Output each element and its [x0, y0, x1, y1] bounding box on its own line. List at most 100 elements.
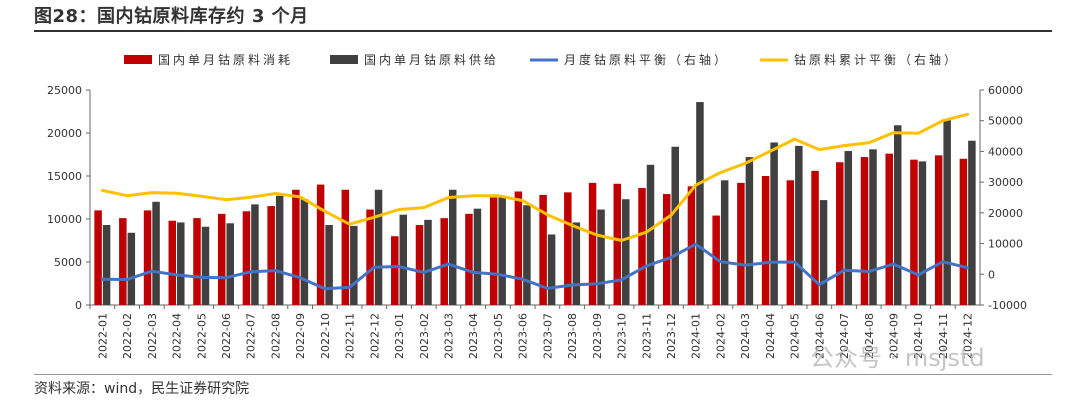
legend-label: 月度钴原料平衡（右轴） [564, 52, 729, 67]
bars [94, 102, 976, 305]
consumption-bar [564, 192, 572, 305]
x-tick-label: 2023-06 [517, 313, 530, 359]
cumulative-balance-line [100, 112, 970, 242]
consumption-bar [292, 189, 300, 305]
supply-bar [300, 199, 309, 305]
x-tick-label: 2024-12 [962, 313, 975, 359]
supply-bar [275, 195, 284, 305]
supply-bar [399, 214, 408, 305]
left-tick-label: 0 [75, 299, 82, 312]
supply-bar [177, 222, 185, 305]
x-tick-label: 2022-08 [269, 313, 282, 359]
consumption-bar [168, 220, 177, 305]
consumption-bar [440, 218, 448, 305]
supply-bar [622, 199, 630, 305]
supply-bar [424, 219, 432, 305]
x-tick-label: 2023-08 [566, 313, 579, 359]
bottom-rule [34, 374, 1052, 375]
x-tick-labels: 2022-01 2022-02 2022-03 2022-04 2022-05 2022-… [89, 305, 975, 359]
consumption-bar [217, 213, 226, 305]
supply-bar [893, 125, 902, 305]
right-tick-label: 0 [988, 268, 995, 281]
x-tick-label: 2023-12 [665, 313, 678, 359]
consumption-bar [910, 159, 918, 305]
x-tick-label: 2022-09 [294, 313, 307, 359]
x-tick-label: 2024-03 [739, 313, 752, 359]
x-tick-label: 2022-11 [344, 313, 357, 359]
consumption-bar [119, 218, 127, 305]
consumption-bar [94, 210, 102, 305]
consumption-bar [341, 189, 350, 305]
supply-bar [547, 234, 556, 305]
supply-bar [720, 180, 729, 305]
x-tick-label: 2024-01 [690, 313, 703, 359]
supply-bar [374, 189, 383, 305]
x-tick-label: 2024-02 [714, 313, 727, 359]
legend-swatch-bar [124, 55, 152, 64]
consumption-bar [737, 182, 745, 305]
supply-bar [770, 142, 778, 305]
x-tick-label: 2024-05 [789, 313, 802, 359]
page-title: 图28：国内钴原料库存约 3 个月 [34, 6, 309, 27]
consumption-bar [465, 213, 473, 305]
x-tick-label: 2023-02 [418, 313, 431, 359]
left-tick-label: 25000 [47, 84, 82, 97]
right-tick-label: 10000 [988, 238, 1023, 251]
consumption-bar [267, 206, 275, 305]
supply-bar [473, 208, 482, 305]
supply-bar [498, 197, 506, 305]
consumption-bar [761, 176, 770, 305]
x-tick-label: 2022-01 [96, 313, 109, 359]
right-tick-label: 40000 [988, 145, 1023, 158]
right-tick-label: 50000 [988, 115, 1023, 128]
x-tick-label: 2023-09 [591, 313, 604, 359]
left-tick-label: 15000 [47, 170, 82, 183]
x-tick-label: 2022-12 [368, 313, 381, 359]
supply-bar [943, 120, 951, 305]
consumption-bar [662, 194, 671, 305]
supply-bar [448, 189, 457, 305]
monthly-balance-line [100, 242, 970, 291]
supply-bar [819, 200, 828, 305]
x-tick-label: 2024-07 [838, 313, 851, 359]
consumption-bar [539, 194, 547, 305]
left-tick-label: 5000 [54, 256, 82, 269]
x-tick-label: 2022-05 [195, 313, 208, 359]
supply-bar [201, 226, 210, 305]
supply-bar [226, 223, 234, 305]
source-note: 资料来源：wind，民生证券研究院 [34, 381, 250, 397]
consumption-bar [514, 191, 523, 305]
consumption-bar [143, 210, 152, 305]
supply-bar [968, 140, 976, 305]
legend-label: 国内单月钴原料消耗 [158, 52, 293, 67]
supply-bar [918, 161, 927, 305]
x-tick-label: 2023-03 [442, 313, 455, 359]
consumption-bar [934, 155, 943, 305]
supply-bar [350, 225, 358, 305]
consumption-bar [415, 225, 424, 305]
x-tick-label: 2024-10 [912, 313, 925, 359]
consumption-bar [316, 184, 325, 305]
consumption-bar [366, 209, 374, 305]
left-tick-label: 20000 [47, 127, 82, 140]
legend-label: 国内单月钴原料供给 [364, 52, 499, 67]
right-tick-label: 60000 [988, 84, 1023, 97]
x-tick-label: 2022-02 [121, 313, 134, 359]
x-tick-label: 2023-11 [640, 313, 653, 359]
x-tick-label: 2024-11 [937, 313, 950, 359]
supply-bar [745, 157, 754, 305]
x-tick-label: 2022-04 [171, 313, 184, 359]
title-rule [34, 30, 1052, 32]
consumption-bar [836, 162, 844, 305]
legend: 国内单月钴原料消耗 国内单月钴原料供给 月度钴原料平衡（右轴） 钴原料累计平衡（右轴） [124, 52, 956, 67]
supply-bar [572, 222, 581, 305]
supply-bar [844, 151, 853, 305]
consumption-bar [959, 158, 968, 305]
supply-bar [597, 209, 605, 305]
consumption-bar [638, 188, 646, 305]
right-tick-label: 20000 [988, 207, 1023, 220]
supply-bar [646, 164, 655, 305]
consumption-bar [811, 170, 819, 305]
watermark: 公众号 · msjstd [810, 344, 985, 372]
left-tick-label: 10000 [47, 213, 82, 226]
